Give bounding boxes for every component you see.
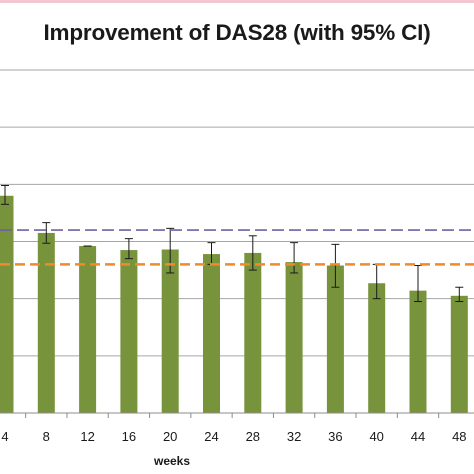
error-bar-week-28: [248, 235, 257, 271]
x-tick-label: 8: [43, 429, 50, 444]
x-tick-label: 4: [1, 429, 8, 444]
bar-week-8: [37, 232, 55, 413]
gridlines: [0, 69, 474, 357]
x-tick-label: 16: [122, 429, 136, 444]
bars: [0, 195, 468, 413]
x-tick-label: 28: [246, 429, 260, 444]
x-tick-label: 48: [452, 429, 466, 444]
error-bar-week-36: [331, 243, 340, 288]
x-tick-label: 12: [80, 429, 94, 444]
bar-week-4: [0, 195, 14, 413]
error-bar-week-32: [290, 242, 299, 274]
x-axis-label: weeks: [153, 454, 190, 468]
bar-week-48: [450, 295, 468, 413]
error-bar-week-8: [42, 222, 51, 244]
x-tick-label: 20: [163, 429, 177, 444]
x-tick-labels: 4 8 12 16 20 24 28 32 36 40 44 48: [1, 429, 466, 444]
bar-week-24: [203, 254, 220, 413]
x-axis: [0, 412, 474, 418]
reference-lines: [0, 229, 474, 266]
x-tick-label: 32: [287, 429, 301, 444]
error-bar-week-4: [1, 184, 9, 205]
x-tick-label: 40: [369, 429, 383, 444]
chart-title: Improvement of DAS28 (with 95% CI): [43, 20, 431, 45]
bar-week-44: [409, 290, 427, 413]
bar-week-40: [368, 283, 386, 413]
bar-week-28: [244, 252, 262, 413]
bar-week-36: [326, 265, 344, 413]
bar-week-16: [120, 250, 138, 413]
error-bar-week-48: [455, 286, 464, 303]
bar-week-12: [79, 246, 97, 413]
x-tick-label: 24: [204, 429, 218, 444]
bar-week-32: [285, 262, 303, 413]
error-bars: [1, 184, 464, 303]
error-bar-week-16: [124, 238, 133, 260]
top-border: [0, 0, 474, 3]
bar-week-20: [161, 249, 179, 413]
x-tick-label: 36: [328, 429, 342, 444]
x-tick-label: 44: [411, 429, 425, 444]
